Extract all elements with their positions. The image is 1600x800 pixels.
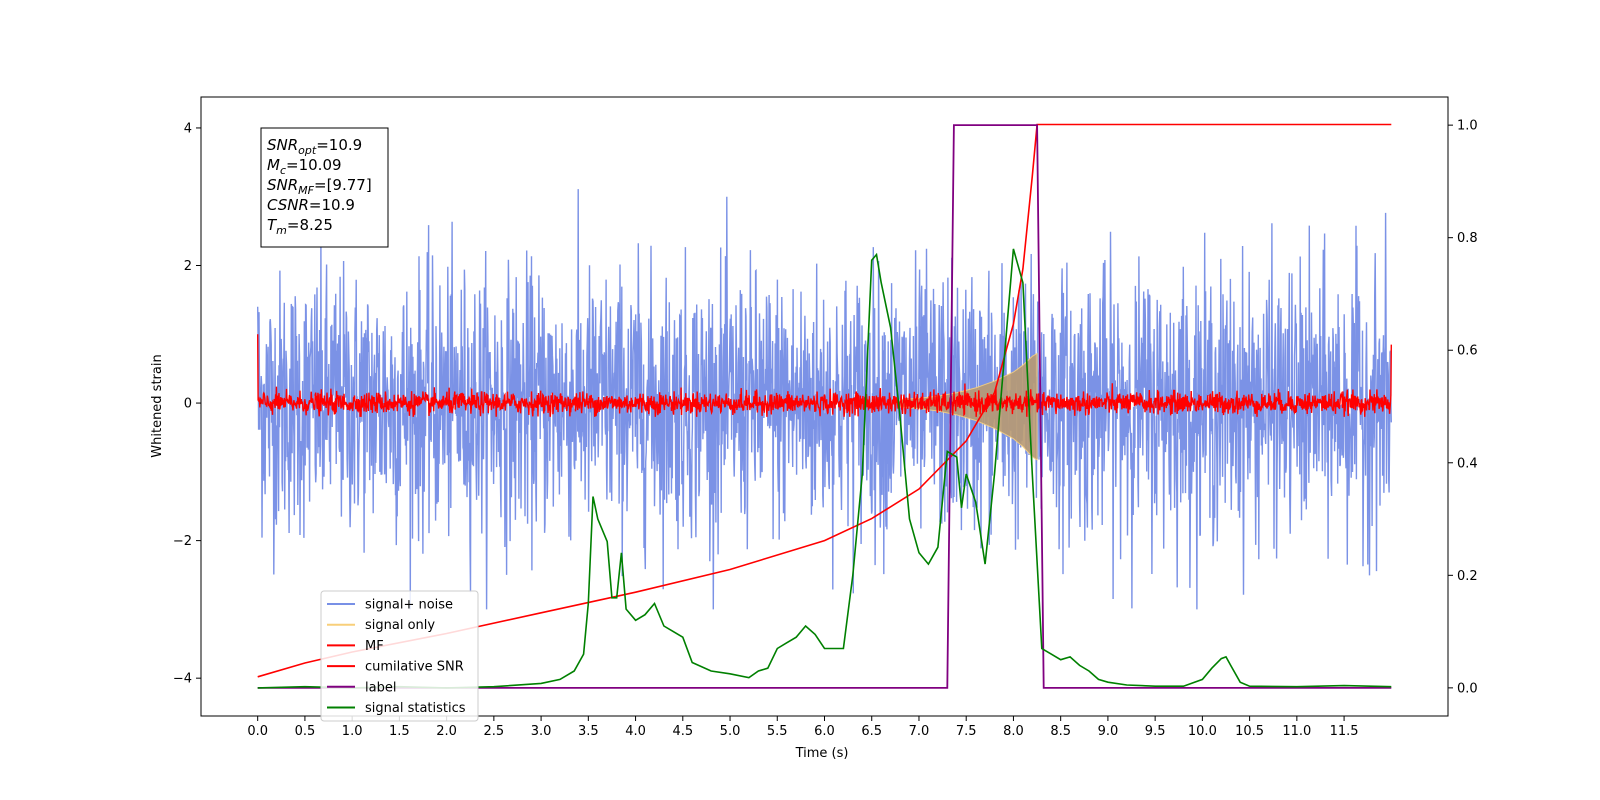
- x-tick-label: 6.5: [861, 724, 882, 739]
- y2-tick-label: 0.4: [1457, 456, 1478, 471]
- x-tick-label: 0.5: [295, 724, 316, 739]
- x-tick-label: 9.0: [1098, 724, 1119, 739]
- x-tick-label: 5.0: [720, 724, 741, 739]
- annotation-value: =10.9: [316, 136, 362, 154]
- x-tick-label: 4.5: [672, 724, 693, 739]
- y2-tick-label: 0.2: [1457, 569, 1478, 584]
- y-tick-label: 0: [184, 397, 192, 412]
- annotation-value: =8.25: [287, 216, 333, 234]
- x-axis: 0.0 0.5 1.0 1.5 2.0 2.5 3.0 3.5 4.0 4.5 5.0 5.5 6.0 6…: [247, 716, 1359, 739]
- y2-tick-label: 0.6: [1457, 344, 1478, 359]
- y-tick-label: −2: [173, 534, 192, 549]
- legend-frame: [320, 590, 479, 722]
- annotation-symbol: M: [267, 156, 280, 174]
- annotation-line: Tm=8.25: [267, 216, 333, 237]
- y2-tick-label: 1.0: [1457, 119, 1478, 134]
- series-mf: [257, 334, 1392, 417]
- x-tick-label: 3.0: [531, 724, 552, 739]
- annotation-value: =10.09: [286, 156, 342, 174]
- legend-label: signal statistics: [365, 701, 466, 716]
- x-tick-label: 7.0: [909, 724, 930, 739]
- x-tick-label: 8.5: [1050, 724, 1071, 739]
- legend-label: MF: [365, 639, 384, 654]
- series-layer: [257, 123, 1392, 689]
- annotation-frame: [260, 127, 389, 248]
- annotation-value: =10.9: [309, 196, 355, 214]
- x-tick-label: 4.0: [625, 724, 646, 739]
- y-axis-label: Whitened strain: [150, 354, 165, 457]
- y-tick-label: 4: [184, 121, 192, 136]
- legend-label: signal+ noise: [365, 598, 453, 613]
- y-axis-right: 0.0 0.2 0.4 0.6 0.8 1.0: [1448, 119, 1478, 696]
- annotation-value: =[9.77]: [314, 176, 372, 194]
- y2-tick-label: 0.0: [1457, 681, 1478, 696]
- x-tick-label: 2.0: [436, 724, 457, 739]
- plot-area: [200, 96, 1449, 717]
- annotation-subscript: c: [280, 164, 286, 177]
- x-tick-label: 2.5: [484, 724, 505, 739]
- annotation-subscript: m: [276, 224, 287, 237]
- x-tick-label: 0.0: [247, 724, 268, 739]
- x-tick-label: 10.0: [1188, 724, 1217, 739]
- legend-label: cumilative SNR: [365, 660, 464, 675]
- y-axis-left: −4 −2 0 2 4: [173, 121, 201, 687]
- annotation-subscript: opt: [298, 144, 317, 157]
- annotation-subscript: MF: [298, 184, 314, 197]
- x-tick-label: 6.0: [814, 724, 835, 739]
- annotation-line: SNRopt=10.9: [267, 136, 362, 157]
- x-tick-label: 1.5: [389, 724, 410, 739]
- y2-tick-label: 0.8: [1457, 231, 1478, 246]
- y-tick-label: −4: [173, 672, 192, 687]
- annotation-line: SNRMF=[9.77]: [267, 176, 372, 197]
- series-signal-noise: [257, 189, 1392, 610]
- x-tick-label: 10.5: [1235, 724, 1264, 739]
- annotation-symbol: CSNR: [267, 196, 309, 214]
- x-tick-label: 5.5: [767, 724, 788, 739]
- annotation-box: SNRopt=10.9Mc=10.09SNRMF=[9.77]CSNR=10.9…: [260, 127, 389, 248]
- annotation-symbol: SNR: [267, 176, 298, 194]
- legend-label: label: [365, 680, 396, 695]
- annotation-symbol: SNR: [267, 136, 298, 154]
- series-signal-statistics: [257, 248, 1392, 689]
- annotation-symbol: T: [267, 216, 278, 234]
- annotation-line: Mc=10.09: [267, 156, 342, 177]
- x-tick-label: 1.0: [342, 724, 363, 739]
- legend: signal+ noise signal only MF cumilative SNR…: [320, 590, 479, 722]
- annotation-line: CSNR=10.9: [267, 196, 355, 214]
- x-tick-label: 11.0: [1282, 724, 1311, 739]
- legend-label: signal only: [365, 618, 435, 633]
- x-tick-label: 9.5: [1145, 724, 1166, 739]
- x-tick-label: 3.5: [578, 724, 599, 739]
- x-tick-label: 11.5: [1330, 724, 1359, 739]
- y-tick-label: 2: [184, 259, 192, 274]
- x-tick-label: 7.5: [956, 724, 977, 739]
- x-axis-label: Time (s): [795, 746, 849, 761]
- series-label: [257, 124, 1392, 689]
- x-tick-label: 8.0: [1003, 724, 1024, 739]
